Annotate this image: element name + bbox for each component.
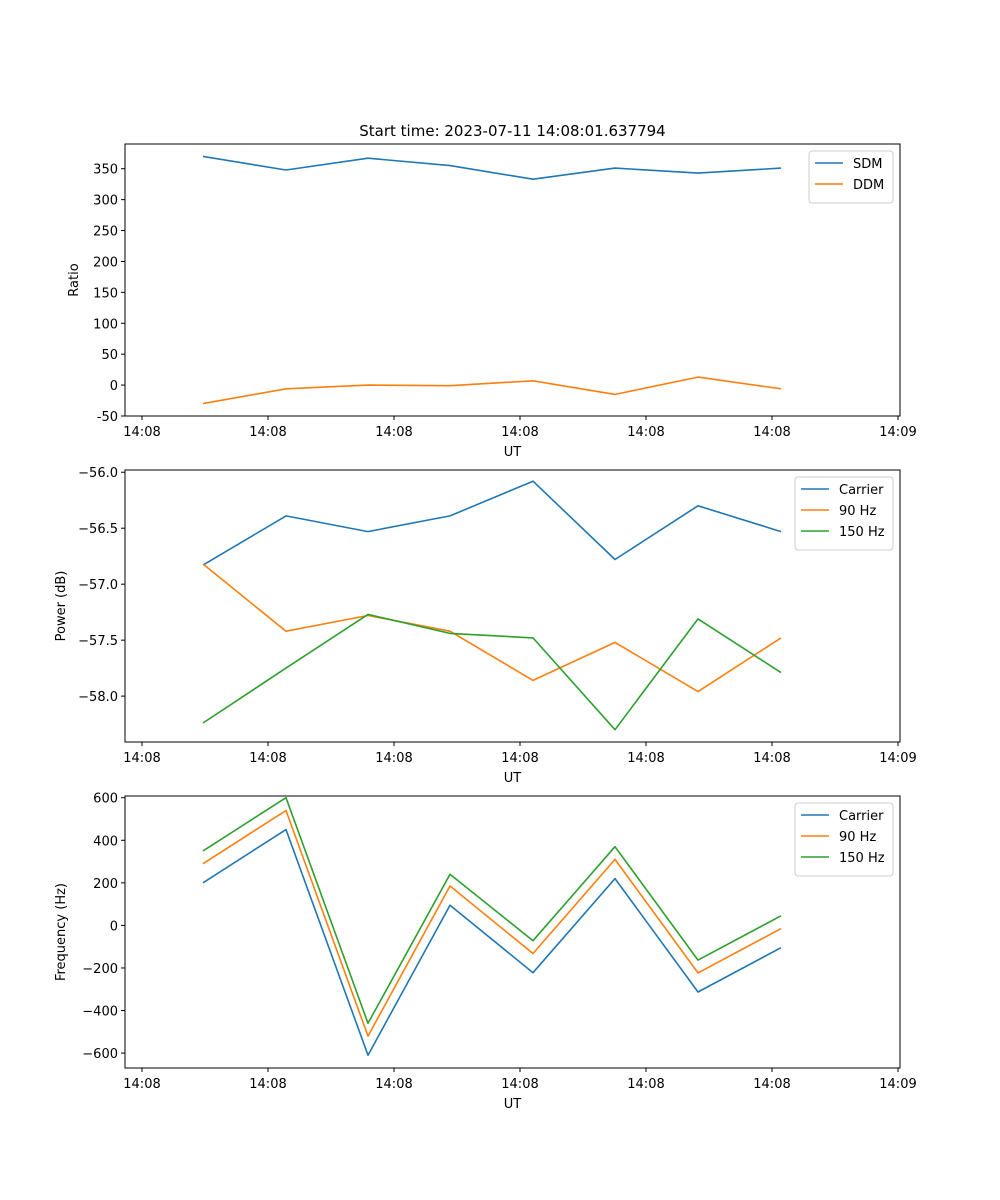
chart-panel-3: −600 −400 −200 0 200 400 600 14:08 14:08 14:08 14:… (54, 792, 917, 1112)
y-tick-label: 200 (93, 877, 118, 892)
x-tick-label: 14:08 (375, 425, 412, 440)
series-line-ddm (202, 376, 782, 405)
chart-panel-1: -50 0 50 100 150 200 250 300 350 14:08 14:08 14:08 1… (67, 122, 917, 460)
legend-label: Carrier (839, 483, 884, 498)
legend-label: SDM (853, 157, 882, 172)
y-axis-label: Ratio (67, 263, 82, 296)
y-tick-label: 400 (93, 834, 118, 849)
legend-label: Carrier (839, 809, 884, 824)
y-tick-label: −56.5 (78, 522, 118, 537)
x-axis-label: UT (504, 1097, 522, 1112)
y-tick-label: 200 (93, 255, 118, 270)
plot-frame (124, 795, 901, 1069)
y-tick-label: −57.5 (78, 634, 118, 649)
series-line-carrier (202, 828, 782, 1056)
y-tick-label: 0 (110, 919, 118, 934)
x-tick-label: 14:08 (753, 425, 790, 440)
legend: Carrier 90 Hz 150 Hz (794, 476, 894, 551)
plot-frame (124, 469, 901, 743)
y-tick-label: 50 (101, 348, 118, 363)
legend-label: 150 Hz (839, 525, 885, 540)
y-tick-label: 100 (93, 317, 118, 332)
y-tick-label: −58.0 (78, 690, 118, 705)
plot-frame (124, 143, 901, 417)
y-tick-label: −56.0 (78, 466, 118, 481)
y-tick-label: −600 (82, 1047, 118, 1062)
series-line-150-hz (202, 613, 782, 731)
x-axis-label: UT (504, 771, 522, 786)
series-line-150-hz (202, 796, 782, 1025)
x-axis-label: UT (504, 445, 522, 460)
x-tick-label: 14:08 (123, 751, 160, 766)
x-tick-label: 14:08 (123, 425, 160, 440)
x-tick-label: 14:08 (501, 425, 538, 440)
legend: Carrier 90 Hz 150 Hz (794, 802, 894, 877)
x-tick-label: 14:08 (123, 1077, 160, 1092)
x-tick-label: 14:08 (753, 751, 790, 766)
series-line-90-hz (202, 563, 782, 693)
y-tick-label: −200 (82, 962, 118, 977)
x-tick-label: 14:08 (627, 1077, 664, 1092)
legend-label: 150 Hz (839, 851, 885, 866)
series-line-90-hz (202, 809, 782, 1037)
x-tick-label: 14:08 (375, 751, 412, 766)
y-axis-label: Power (dB) (54, 571, 69, 642)
y-tick-label: 350 (93, 163, 118, 178)
x-tick-label: 14:08 (501, 1077, 538, 1092)
y-tick-label: 150 (93, 286, 118, 301)
x-tick-label: 14:09 (879, 1077, 916, 1092)
y-tick-label: 300 (93, 194, 118, 209)
x-tick-label: 14:08 (249, 751, 286, 766)
y-axis-label: Frequency (Hz) (54, 883, 69, 981)
x-tick-label: 14:08 (753, 1077, 790, 1092)
y-tick-label: -50 (97, 410, 118, 425)
legend-box (808, 150, 894, 204)
x-tick-label: 14:08 (501, 751, 538, 766)
x-tick-label: 14:08 (249, 425, 286, 440)
legend-label: 90 Hz (839, 830, 876, 845)
series-line-sdm (202, 155, 782, 180)
series-line-carrier (202, 480, 782, 566)
x-tick-label: 14:08 (627, 425, 664, 440)
legend-label: DDM (853, 178, 884, 193)
y-tick-label: −57.0 (78, 578, 118, 593)
x-tick-label: 14:09 (879, 751, 916, 766)
legend: SDM DDM (808, 150, 894, 204)
chart-title: Start time: 2023-07-11 14:08:01.637794 (359, 122, 665, 140)
y-tick-label: −400 (82, 1005, 118, 1020)
y-tick-label: 600 (93, 792, 118, 807)
chart-panel-2: −58.0 −57.5 −57.0 −56.5 −56.0 14:08 14:08 14:08… (54, 466, 917, 786)
y-tick-label: 0 (110, 379, 118, 394)
y-tick-label: 250 (93, 225, 118, 240)
x-tick-label: 14:08 (249, 1077, 286, 1092)
x-tick-label: 14:08 (627, 751, 664, 766)
x-tick-label: 14:09 (879, 425, 916, 440)
x-tick-label: 14:08 (375, 1077, 412, 1092)
legend-label: 90 Hz (839, 504, 876, 519)
